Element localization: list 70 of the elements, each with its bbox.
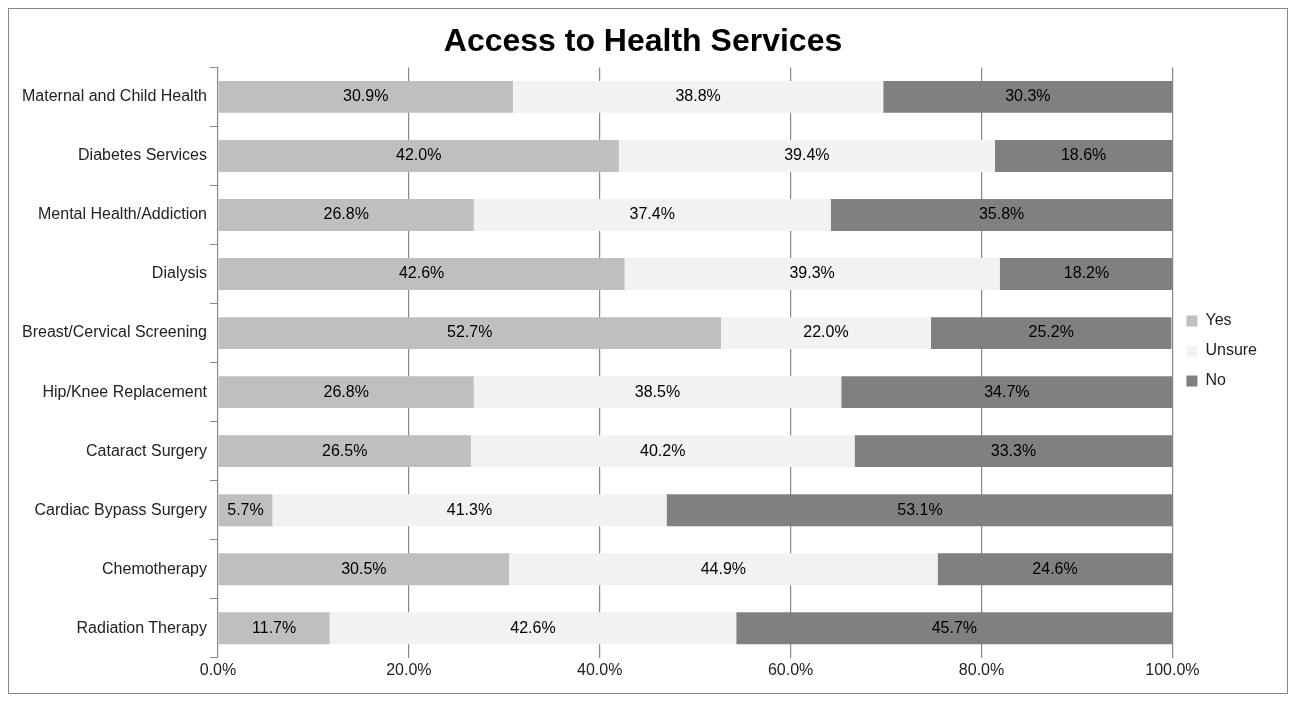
data-label: 5.7%: [227, 500, 264, 518]
y-tick-label: Hip/Knee Replacement: [42, 382, 208, 400]
x-tick-label: 100.0%: [1145, 660, 1200, 678]
y-tick-label: Maternal and Child Health: [21, 87, 207, 105]
data-label: 42.0%: [396, 146, 442, 164]
bar: [473, 199, 831, 231]
bar: [329, 612, 737, 645]
y-tick-label: Cardiac Bypass Surgery: [34, 500, 207, 518]
data-label: 33.3%: [990, 441, 1037, 459]
data-label: 26.5%: [322, 441, 368, 459]
bar: [218, 553, 510, 586]
data-label: 26.8%: [323, 382, 369, 400]
y-tick-label: Dialysis: [151, 264, 207, 282]
data-label: 40.2%: [640, 441, 686, 459]
data-label: 18.2%: [1063, 264, 1110, 282]
data-label: 26.8%: [323, 205, 369, 223]
bar: [218, 317, 721, 350]
bar: [218, 376, 474, 409]
data-label: 37.4%: [629, 205, 675, 223]
data-label: 38.8%: [675, 87, 721, 105]
x-tick-label: 20.0%: [386, 660, 432, 678]
bar: [470, 435, 855, 468]
y-tick-label: Diabetes Services: [78, 146, 207, 164]
data-label: 39.3%: [789, 264, 835, 282]
data-label: 11.7%: [252, 618, 297, 636]
data-label: 34.7%: [984, 382, 1030, 400]
y-tick-label: Breast/Cervical Screening: [22, 323, 207, 341]
data-label: 30.9%: [343, 87, 389, 105]
bar: [272, 494, 667, 527]
x-tick-label: 0.0%: [199, 660, 237, 678]
data-label: 44.9%: [700, 559, 747, 577]
bar: [512, 80, 884, 113]
x-tick-label: 40.0%: [577, 660, 623, 678]
data-label: 45.7%: [931, 618, 978, 636]
data-label: 30.5%: [341, 559, 387, 577]
legend-label: Yes: [1205, 311, 1232, 329]
data-label: 42.6%: [510, 618, 556, 636]
bar: [218, 435, 471, 468]
legend-label: Unsure: [1205, 341, 1258, 359]
data-label: 22.0%: [803, 323, 849, 341]
bar: [218, 80, 513, 113]
data-label: 52.7%: [447, 323, 493, 341]
bar: [218, 199, 474, 231]
x-tick-label: 80.0%: [958, 660, 1005, 678]
legend-label: No: [1205, 371, 1226, 389]
bar: [218, 258, 625, 290]
data-label: 53.1%: [897, 500, 943, 518]
data-label: 38.5%: [634, 382, 681, 400]
bar: [999, 258, 1173, 290]
data-label: 30.3%: [1005, 87, 1051, 105]
data-label: 24.6%: [1032, 559, 1078, 577]
x-tick-label: 60.0%: [767, 660, 814, 678]
bar: [509, 553, 938, 586]
bar: [218, 612, 330, 645]
y-tick-label: Mental Health/Addiction: [38, 205, 207, 223]
data-label: 18.6%: [1060, 146, 1107, 164]
data-label: 35.8%: [978, 205, 1025, 223]
y-tick-label: Chemotherapy: [102, 559, 207, 577]
data-label: 25.2%: [1028, 323, 1074, 341]
data-label: 41.3%: [446, 500, 493, 518]
y-tick-label: Cataract Surgery: [86, 441, 207, 459]
data-label: 39.4%: [784, 146, 830, 164]
bar: [618, 140, 995, 172]
bar: [218, 140, 619, 172]
data-label: 42.6%: [398, 264, 445, 282]
bar: [473, 376, 842, 409]
y-tick-label: Radiation Therapy: [76, 618, 207, 636]
bar: [720, 317, 931, 350]
bar: [624, 258, 1000, 290]
chart-title: Access to Health Services: [443, 22, 843, 59]
